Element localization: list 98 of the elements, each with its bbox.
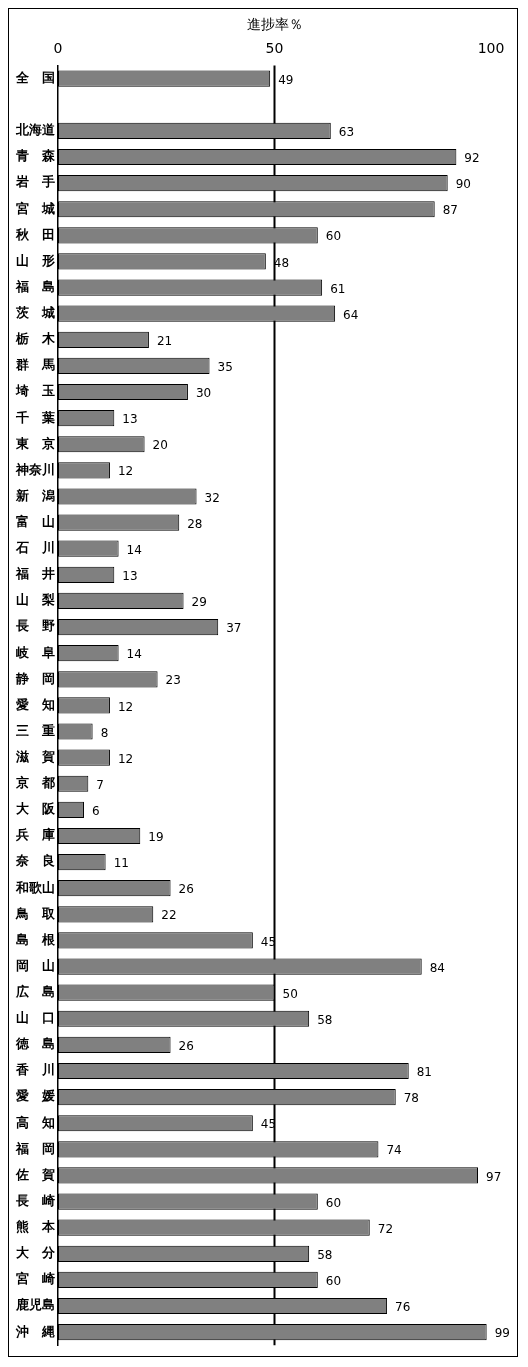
y-tick-label: 北海道 — [15, 122, 56, 138]
data-label: 26 — [178, 1039, 194, 1054]
data-label: 64 — [343, 307, 359, 322]
data-label: 32 — [204, 490, 220, 505]
data-label: 50 — [282, 986, 298, 1001]
y-tick-label: 神奈川 — [15, 461, 55, 477]
y-tick-label: 福 島 — [15, 278, 55, 294]
data-label: 60 — [325, 1274, 342, 1289]
data-label: 61 — [330, 281, 346, 296]
y-tick-label: 富 山 — [16, 513, 55, 529]
data-label: 78 — [403, 1091, 420, 1106]
y-tick-label: 広 島 — [15, 984, 55, 1000]
data-label: 48 — [273, 255, 290, 270]
data-label: 35 — [217, 360, 233, 375]
y-tick-label: 茨 城 — [15, 305, 55, 321]
data-label: 97 — [486, 1169, 502, 1184]
x-axis-title: 進捗率％ — [246, 16, 303, 33]
y-tick-label: 大 阪 — [16, 801, 56, 817]
data-label: 37 — [226, 621, 242, 636]
y-tick-label: 福 岡 — [15, 1140, 55, 1156]
y-tick-label: 和歌山 — [15, 879, 55, 895]
data-label: 60 — [325, 229, 342, 244]
data-label: 26 — [178, 882, 194, 897]
y-tick-label: 高 知 — [16, 1114, 55, 1130]
data-label: 87 — [442, 203, 458, 218]
y-tick-label: 島 根 — [16, 931, 56, 947]
y-tick-label: 佐 賀 — [15, 1166, 55, 1182]
data-label: 12 — [117, 751, 134, 766]
data-label: 22 — [161, 908, 177, 923]
y-tick-label: 山 梨 — [16, 592, 55, 608]
y-tick-label: 香 川 — [15, 1062, 55, 1078]
data-label: 13 — [122, 412, 138, 427]
x-tick-label: 100 — [477, 39, 505, 56]
data-label: 12 — [117, 464, 134, 479]
data-label: 99 — [494, 1326, 510, 1341]
data-label: 74 — [386, 1143, 402, 1158]
y-tick-label: 山 口 — [16, 1010, 55, 1026]
y-tick-label: 沖 縄 — [15, 1323, 55, 1339]
data-label: 72 — [377, 1221, 394, 1236]
data-label: 14 — [126, 542, 142, 557]
data-label: 11 — [113, 856, 129, 871]
y-tick-label: 静 岡 — [15, 670, 55, 686]
y-tick-label: 秋 田 — [15, 226, 55, 242]
data-label: 23 — [165, 673, 181, 688]
data-label: 92 — [464, 151, 480, 166]
data-label: 30 — [195, 386, 212, 401]
y-tick-label: 栃 木 — [15, 331, 56, 347]
y-tick-label: 愛 知 — [16, 696, 55, 712]
y-tick-label: 新 潟 — [15, 487, 55, 503]
x-tick-label: 50 — [265, 39, 284, 56]
data-label: 76 — [395, 1300, 411, 1315]
y-tick-label: 三 重 — [16, 722, 55, 738]
data-label: 20 — [152, 438, 168, 453]
y-tick-label: 山 形 — [16, 252, 55, 268]
y-tick-label: 愛 媛 — [16, 1088, 55, 1104]
data-label: 14 — [126, 647, 142, 662]
data-label: 21 — [156, 333, 173, 348]
data-label: 60 — [325, 1195, 342, 1210]
y-tick-label: 群 馬 — [15, 357, 55, 373]
y-tick-label: 岩 手 — [15, 174, 55, 190]
y-tick-label: 全 国 — [15, 70, 55, 86]
data-label: 28 — [187, 516, 203, 531]
y-tick-label: 岐 阜 — [16, 644, 55, 660]
y-tick-label: 石 川 — [15, 540, 55, 556]
y-tick-label: 奈 良 — [15, 853, 55, 869]
y-tick-label: 長 崎 — [15, 1192, 55, 1208]
data-label: 84 — [429, 960, 445, 975]
data-label: 19 — [148, 830, 164, 845]
data-label: 81 — [416, 1065, 433, 1080]
y-tick-label: 大 分 — [16, 1245, 56, 1261]
y-tick-label: 岡 山 — [16, 957, 55, 973]
data-label: 58 — [317, 1012, 333, 1027]
y-tick-label: 東 京 — [15, 435, 55, 451]
data-label: 49 — [278, 72, 294, 87]
y-tick-label: 青 森 — [15, 148, 56, 164]
data-label: 63 — [338, 125, 355, 140]
data-label: 6 — [91, 803, 100, 818]
y-tick-label: 宮 城 — [16, 200, 55, 216]
y-tick-label: 兵 庫 — [15, 827, 55, 843]
data-label: 8 — [100, 725, 109, 740]
data-label: 12 — [117, 699, 134, 714]
y-tick-label: 滋 賀 — [15, 749, 55, 764]
y-tick-label: 徳 島 — [15, 1036, 55, 1052]
y-tick-label: 宮 崎 — [16, 1271, 55, 1287]
data-label: 90 — [455, 177, 471, 192]
y-tick-label: 京 都 — [15, 775, 55, 791]
y-tick-label: 長 野 — [15, 618, 55, 634]
data-label: 13 — [122, 568, 138, 583]
data-label: 7 — [96, 777, 104, 792]
y-tick-label: 埼 玉 — [15, 383, 55, 399]
y-tick-label: 鳥 取 — [15, 905, 56, 921]
y-tick-label: 福 井 — [15, 566, 55, 582]
y-tick-label: 鹿児島 — [15, 1297, 55, 1313]
data-label: 29 — [191, 595, 207, 610]
y-tick-label: 熊 本 — [16, 1219, 56, 1235]
x-tick-label: 0 — [53, 39, 63, 56]
data-label: 58 — [317, 1247, 333, 1262]
y-tick-label: 千 葉 — [15, 409, 55, 425]
